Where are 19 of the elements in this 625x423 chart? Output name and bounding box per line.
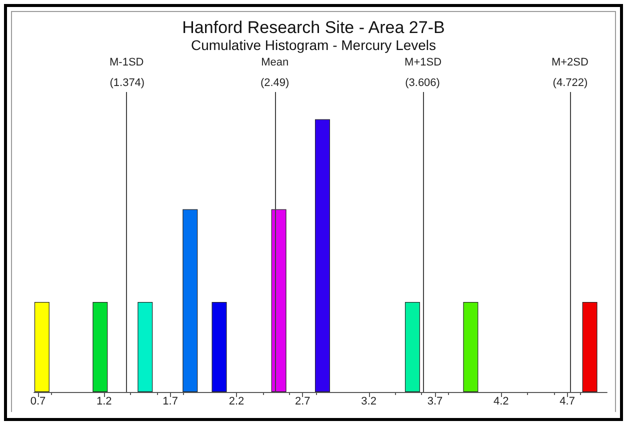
- ref-line-label: M+2SD: [551, 56, 588, 68]
- x-tick-label: 3.7: [427, 396, 443, 408]
- x-tick-label: 1.2: [96, 396, 112, 408]
- x-tick-label: 3.2: [361, 396, 376, 408]
- text: (4.722): [552, 77, 588, 89]
- chart-subtitle: Cumulative Histogram - Mercury Levels: [190, 37, 436, 53]
- text: (2.49): [260, 77, 290, 89]
- ref-line-label: Mean: [261, 56, 289, 68]
- x-tick-label: 4.2: [493, 396, 509, 408]
- x-tick-label: 4.7: [560, 396, 575, 408]
- x-tick-label: 0.7: [30, 396, 46, 408]
- text: (3.606): [405, 77, 440, 89]
- chart-title: Hanford Research Site - Area 27-B: [182, 18, 445, 37]
- text: (1.374): [110, 77, 145, 89]
- x-tick-label: 1.7: [162, 396, 178, 408]
- x-tick-label: 2.2: [228, 396, 244, 408]
- x-tick-label: 2.7: [294, 396, 310, 408]
- ref-line-label: M-1SD: [110, 56, 144, 68]
- ref-line-label: M+1SD: [404, 56, 442, 68]
